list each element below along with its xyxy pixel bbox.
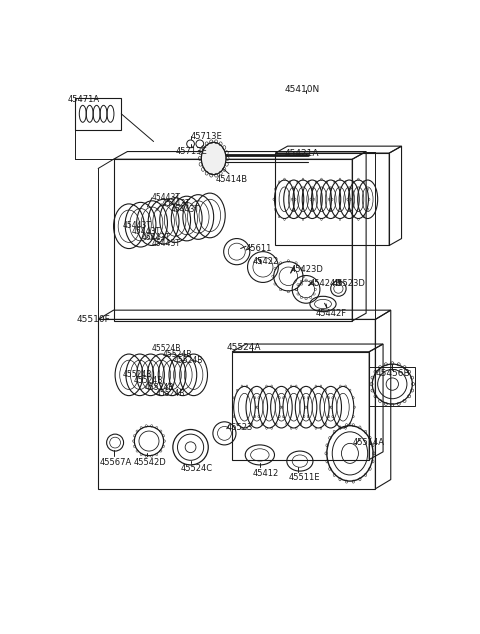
Text: 45414B: 45414B [215,174,247,184]
Text: 45410N: 45410N [285,86,320,94]
Text: 45423D: 45423D [291,266,324,275]
Text: 45443T: 45443T [123,221,152,230]
Text: 45713E: 45713E [175,147,207,156]
Text: 45524B: 45524B [174,356,203,365]
Text: 45567A: 45567A [100,458,132,467]
Text: 45471A: 45471A [67,95,99,105]
Text: 45524B: 45524B [133,377,163,385]
Text: 45524B: 45524B [123,370,152,379]
Text: 45424B: 45424B [309,280,341,288]
Text: 45524B: 45524B [152,344,181,353]
Text: 45611: 45611 [246,244,272,253]
Text: 45443T: 45443T [152,239,181,249]
Ellipse shape [201,142,226,174]
Text: 45524C: 45524C [180,464,213,473]
Text: 45713E: 45713E [191,131,222,141]
Text: 45443T: 45443T [170,205,200,214]
Text: 45523: 45523 [227,423,253,432]
Text: 45542D: 45542D [133,458,167,467]
Text: 45524B: 45524B [144,382,174,392]
Text: 45510F: 45510F [77,314,110,324]
Text: 45412: 45412 [252,469,278,478]
Text: 45421A: 45421A [285,149,319,158]
Text: 45422: 45422 [252,257,278,266]
Text: 45524A: 45524A [227,342,261,351]
Text: 45524B: 45524B [155,389,184,398]
Text: 45443T: 45443T [152,193,181,202]
Text: 45524B: 45524B [163,350,192,359]
Text: 45456B: 45456B [375,369,410,378]
Text: 45442F: 45442F [315,309,347,318]
Text: 45443T: 45443T [141,233,170,242]
Text: 45514A: 45514A [352,438,384,447]
Text: 45443T: 45443T [132,227,161,236]
Text: 45511E: 45511E [289,474,321,482]
Text: 45523D: 45523D [332,278,365,288]
Text: 45443T: 45443T [161,199,190,209]
Bar [75,98,121,130]
